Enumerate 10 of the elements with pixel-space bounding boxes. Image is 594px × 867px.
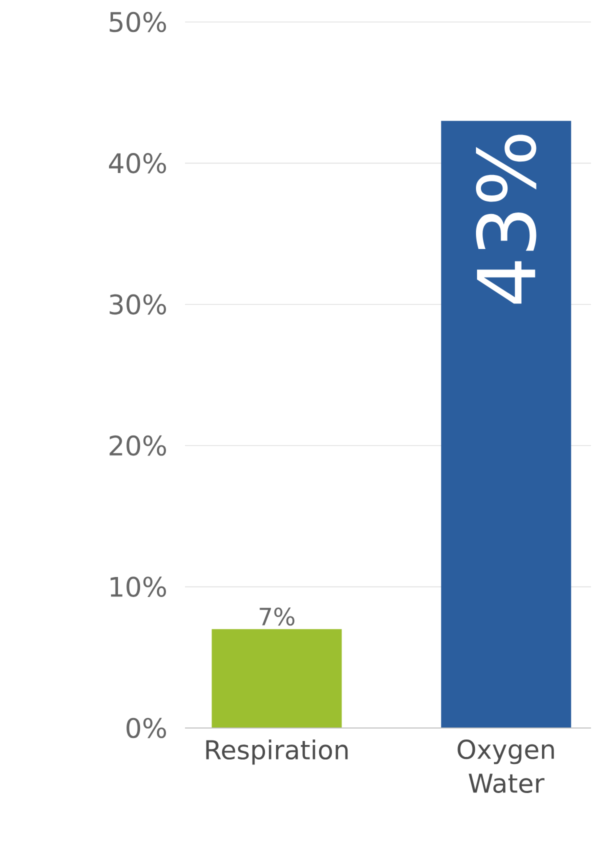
y-tick-label: 20% bbox=[109, 435, 166, 456]
y-tick-label: 0% bbox=[126, 718, 166, 738]
y-tick-label: 40% bbox=[108, 153, 166, 174]
y-tick-label: 10% bbox=[110, 576, 166, 597]
data-label: 7% bbox=[260, 608, 294, 626]
x-tick-label: Oxygen Water bbox=[457, 740, 554, 793]
data-label: 43% bbox=[476, 134, 536, 304]
y-tick-label: 50% bbox=[110, 12, 166, 32]
y-tick-label: 30% bbox=[110, 294, 166, 315]
x-tick-label: Respiration bbox=[206, 740, 348, 765]
